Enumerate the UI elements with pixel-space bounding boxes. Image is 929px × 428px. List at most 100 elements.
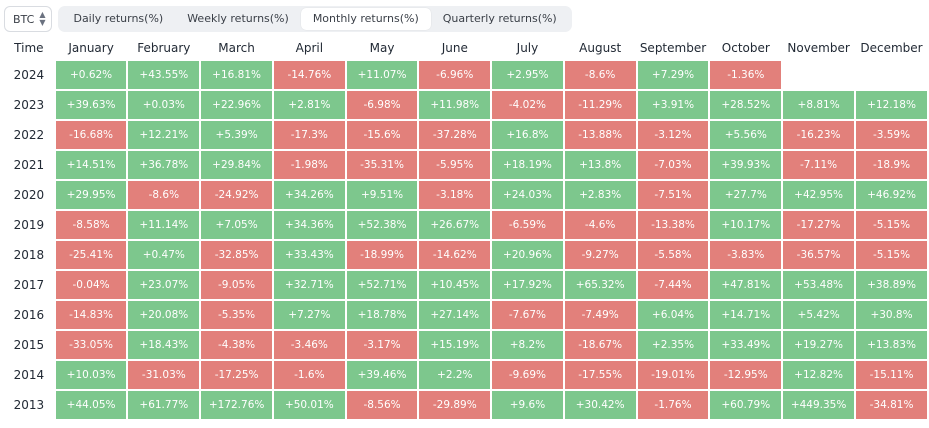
table-row: 2018 -25.41% +0.47% -32.85% +33.43% -18.99% -1… xyxy=(4,241,927,269)
return-cell: -5.58% xyxy=(637,241,709,269)
return-cell: -1.98% xyxy=(274,151,345,179)
return-cell: +33.49% xyxy=(710,331,782,359)
return-cell: -8.6% xyxy=(128,181,200,209)
return-cell: +27.14% xyxy=(419,301,491,329)
return-cell: -36.57% xyxy=(783,241,855,269)
return-cell: -8.58% xyxy=(55,211,127,239)
return-cell: +44.05% xyxy=(55,391,127,419)
table-row: 2021 +14.51% +36.78% +29.84% -1.98% -35.31% -5… xyxy=(4,151,927,179)
return-cell: +7.27% xyxy=(274,301,345,329)
return-cell: +30.8% xyxy=(856,301,927,329)
return-cell: -7.49% xyxy=(564,301,636,329)
return-cell: -31.03% xyxy=(128,361,200,389)
return-cell: -7.03% xyxy=(637,151,709,179)
return-cell: +36.78% xyxy=(128,151,200,179)
year-label: 2020 xyxy=(13,188,45,202)
tab-monthly-returns[interactable]: Monthly returns(%) xyxy=(300,8,431,30)
month-header-september: September xyxy=(639,41,707,55)
table-row: 2022 -16.68% +12.21% +5.39% -17.3% -15.6% -37.… xyxy=(4,121,927,149)
return-cell: +65.32% xyxy=(564,271,636,299)
return-cell: +2.83% xyxy=(564,181,636,209)
return-cell: -29.89% xyxy=(419,391,491,419)
return-cell: +0.62% xyxy=(55,61,127,89)
table-row: 2015 -33.05% +18.43% -4.38% -3.46% -3.17% +15.… xyxy=(4,331,927,359)
return-cell: +22.96% xyxy=(201,91,272,119)
return-cell: -9.69% xyxy=(492,361,563,389)
return-cell: -14.76% xyxy=(274,61,345,89)
empty-cell xyxy=(856,61,927,89)
return-cell: -8.56% xyxy=(346,391,418,419)
return-cell: -6.59% xyxy=(492,211,563,239)
return-cell: -14.83% xyxy=(55,301,127,329)
return-cell: +16.81% xyxy=(201,61,272,89)
return-cell: +11.07% xyxy=(346,61,418,89)
return-cell: +8.81% xyxy=(783,91,855,119)
return-cell: +13.8% xyxy=(564,151,636,179)
return-cell: +47.81% xyxy=(710,271,782,299)
monthly-returns-table: Time January February March April May June Jul… xyxy=(2,35,929,421)
return-cell: -7.11% xyxy=(783,151,855,179)
return-cell: -1.36% xyxy=(710,61,782,89)
tab-daily-returns[interactable]: Daily returns(%) xyxy=(73,12,164,25)
return-cell: -18.9% xyxy=(856,151,927,179)
up-down-chevron-icon: ▲ ▼ xyxy=(39,10,46,27)
asset-select[interactable]: BTC ▲ ▼ xyxy=(4,6,53,32)
return-cell: -17.55% xyxy=(564,361,636,389)
year-label: 2015 xyxy=(13,338,45,352)
month-header-may: May xyxy=(369,41,395,55)
month-header-august: August xyxy=(579,41,622,55)
table-row: 2020 +29.95% -8.6% -24.92% +34.26% +9.51% -3.1… xyxy=(4,181,927,209)
return-cell: +34.26% xyxy=(274,181,345,209)
return-cell: +5.39% xyxy=(201,121,272,149)
table-row: 2023 +39.63% +0.03% +22.96% +2.81% -6.98% +11.… xyxy=(4,91,927,119)
month-header-february: February xyxy=(137,41,191,55)
return-cell: +9.51% xyxy=(346,181,418,209)
month-header-november: November xyxy=(787,41,850,55)
return-cell: -16.68% xyxy=(55,121,127,149)
return-cell: +17.92% xyxy=(492,271,563,299)
return-cell: +20.96% xyxy=(492,241,563,269)
year-label: 2013 xyxy=(13,398,45,412)
return-cell: -18.67% xyxy=(564,331,636,359)
return-cell: -37.28% xyxy=(419,121,491,149)
return-cell: -0.04% xyxy=(55,271,127,299)
return-cell: -33.05% xyxy=(55,331,127,359)
return-cell: +12.18% xyxy=(856,91,927,119)
tab-quarterly-returns[interactable]: Quarterly returns(%) xyxy=(442,12,557,25)
return-cell: -35.31% xyxy=(346,151,418,179)
return-cell: -14.62% xyxy=(419,241,491,269)
tab-weekly-returns[interactable]: Weekly returns(%) xyxy=(187,12,289,25)
return-cell: +43.55% xyxy=(128,61,200,89)
return-cell: +19.27% xyxy=(783,331,855,359)
table-row: 2024 +0.62% +43.55% +16.81% -14.76% +11.07% -6… xyxy=(4,61,927,89)
return-cell: -16.23% xyxy=(783,121,855,149)
return-cell: +7.05% xyxy=(201,211,272,239)
returns-period-tabs: Daily returns(%) Weekly returns(%) Monthly… xyxy=(58,6,572,32)
year-label: 2018 xyxy=(13,248,45,262)
return-cell: +10.45% xyxy=(419,271,491,299)
month-header-march: March xyxy=(218,41,255,55)
return-cell: +8.2% xyxy=(492,331,563,359)
return-cell: +10.03% xyxy=(55,361,127,389)
return-cell: +12.82% xyxy=(783,361,855,389)
table-header-row: Time January February March April May June Jul… xyxy=(4,37,927,59)
toolbar: BTC ▲ ▼ Daily returns(%) Weekly returns(%)… xyxy=(4,6,572,32)
return-cell: -4.38% xyxy=(201,331,272,359)
return-cell: -4.02% xyxy=(492,91,563,119)
return-cell: +13.83% xyxy=(856,331,927,359)
return-cell: -17.27% xyxy=(783,211,855,239)
return-cell: +2.35% xyxy=(637,331,709,359)
return-cell: -3.83% xyxy=(710,241,782,269)
return-cell: +5.42% xyxy=(783,301,855,329)
return-cell: +11.14% xyxy=(128,211,200,239)
return-cell: +449.35% xyxy=(783,391,855,419)
return-cell: +61.77% xyxy=(128,391,200,419)
return-cell: -18.99% xyxy=(346,241,418,269)
empty-cell xyxy=(783,61,854,89)
month-header-june: June xyxy=(441,41,468,55)
time-column-header: Time xyxy=(14,41,44,55)
return-cell: +14.71% xyxy=(710,301,782,329)
return-cell: +12.21% xyxy=(128,121,200,149)
return-cell: -4.6% xyxy=(564,211,636,239)
return-cell: +16.8% xyxy=(492,121,563,149)
